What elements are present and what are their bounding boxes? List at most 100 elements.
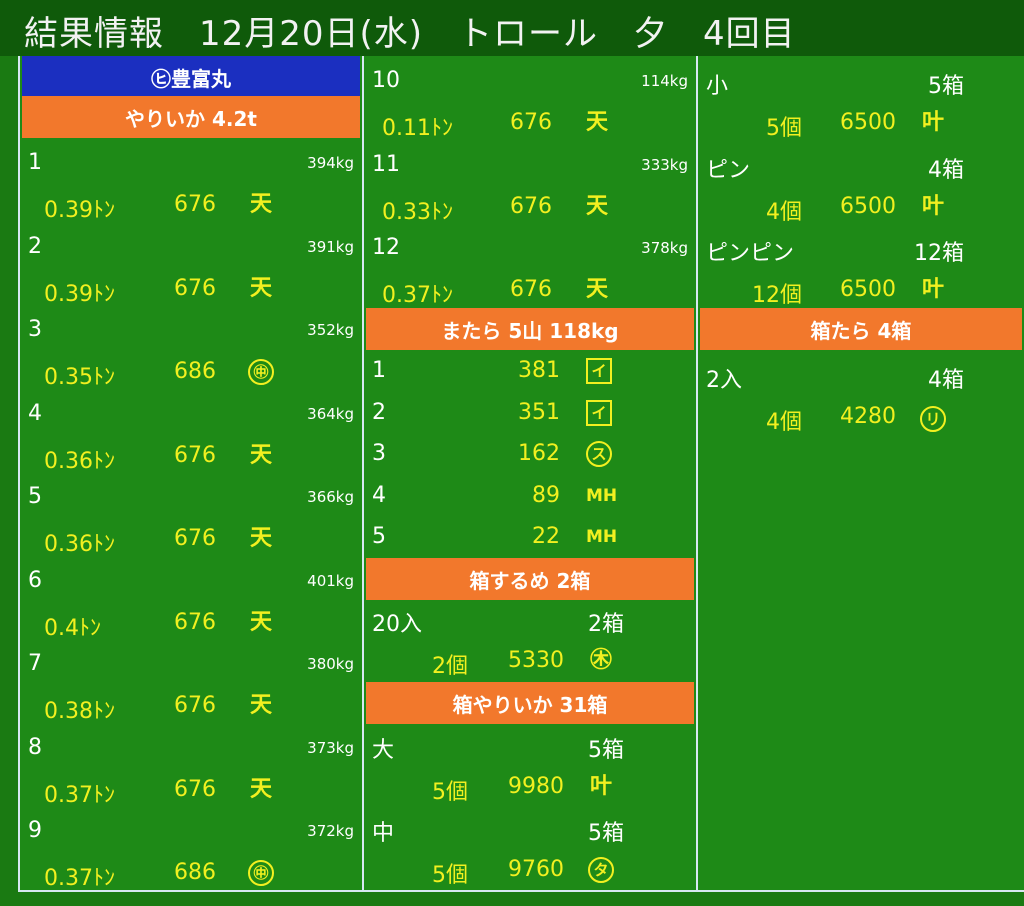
lot-number: 8 (28, 734, 42, 760)
grade-label: 小 (706, 74, 729, 99)
page-title: 結果情報 12月20日(水) トロール 夕 4回目 (24, 14, 796, 54)
buyer-mark-icon: 叶 (921, 110, 944, 135)
box-count: 5箱 (928, 74, 964, 99)
lot-weight: 380kg (307, 655, 354, 673)
lot-number: 6 (28, 567, 42, 593)
lot-price: 9980 (508, 774, 564, 799)
lot-number: 1 (28, 150, 42, 175)
lot-price: 9760 (508, 857, 564, 882)
lot-number: 3 (28, 317, 42, 342)
lot-price: 676 (174, 609, 216, 635)
lot-price: 6500 (840, 193, 896, 219)
lot-tons: 0.37ﾄﾝ (382, 283, 453, 308)
buyer-mark-icon: MH (586, 485, 618, 506)
lot-tons: 0.35ﾄﾝ (44, 365, 115, 390)
grade-label: 中 (372, 821, 395, 846)
buyer-mark-icon: イ (586, 399, 612, 426)
grade-label: ピンピン (706, 241, 795, 266)
lot-price: 676 (174, 776, 216, 802)
box-count: 4箱 (928, 157, 964, 183)
box-count: 12箱 (914, 241, 964, 266)
section-header-box-yariika: 箱やりいか 31箱 (366, 682, 694, 724)
section-header-surume: 箱するめ 2箱 (366, 558, 694, 600)
lot-price: 676 (174, 526, 216, 551)
lot-price: 162 (518, 441, 560, 466)
buyer-mark-icon: ㊥ (248, 860, 274, 886)
lot-number: 10 (372, 68, 400, 93)
surume-price: 5330 (508, 648, 564, 673)
lot-tons: 0.37ﾄﾝ (44, 782, 115, 808)
lot-tons: 0.36ﾄﾝ (44, 532, 115, 557)
lot-weight: 364kg (307, 404, 354, 423)
lot-number: 1 (372, 358, 386, 383)
lot-weight: 366kg (307, 488, 354, 506)
tara-boxes: 4箱 (928, 368, 964, 393)
buyer-mark-icon: 天 (249, 275, 272, 301)
lot-number: 2 (372, 399, 386, 425)
buyer-mark-icon: ㊍ (589, 648, 612, 673)
buyer-mark-icon: タ (588, 857, 614, 883)
surume-boxes: 2箱 (588, 612, 624, 637)
lot-weight: 391kg (307, 237, 354, 256)
tara-label: 2入 (706, 368, 742, 393)
buyer-mark-icon: MH (586, 527, 618, 547)
piece-count: 5個 (766, 116, 802, 141)
lot-number: 5 (372, 524, 386, 549)
lot-number: 4 (28, 400, 42, 426)
buyer-mark-icon: ス (586, 441, 612, 467)
lot-price: 676 (510, 277, 552, 302)
lot-price: 6500 (840, 110, 896, 135)
lot-number: 11 (372, 151, 400, 177)
lot-tons: 0.11ﾄﾝ (382, 116, 453, 141)
lot-weight: 394kg (307, 154, 354, 172)
buyer-mark-icon: ㊥ (248, 359, 274, 385)
lot-price: 686 (174, 860, 216, 885)
buyer-mark-icon: 天 (585, 193, 608, 219)
grade-label: ピン (706, 157, 751, 183)
buyer-mark-icon: 天 (249, 442, 272, 468)
tara-count: 4個 (766, 410, 802, 435)
lot-number: 5 (28, 484, 42, 509)
surume-label: 20入 (372, 612, 422, 637)
buyer-mark-icon: 天 (585, 110, 608, 135)
buyer-mark-icon: 天 (585, 277, 608, 302)
piece-count: 12個 (752, 283, 802, 308)
buyer-mark-icon: 天 (249, 776, 272, 802)
lot-price: 676 (510, 193, 552, 219)
buyer-mark-icon: 天 (249, 192, 272, 217)
buyer-mark-icon: 叶 (921, 193, 944, 219)
column-2: 10 114kg 0.11ﾄﾝ 676 天 11 333kg 0.33ﾄﾝ 676 天 12 378k… (362, 56, 698, 892)
lot-tons: 0.39ﾄﾝ (44, 281, 115, 307)
buyer-mark-icon: 天 (249, 693, 272, 718)
lot-price: 686 (174, 359, 216, 384)
vessel-name-bar: ㋪豊富丸 (22, 56, 360, 98)
lot-number: 12 (372, 235, 400, 260)
lot-number: 2 (28, 233, 42, 259)
box-count: 5箱 (588, 821, 624, 846)
lot-price: 676 (174, 192, 216, 217)
lot-tons: 0.4ﾄﾝ (44, 615, 101, 641)
piece-count: 4個 (766, 199, 802, 225)
lot-number: 7 (28, 651, 42, 676)
lot-number: 9 (28, 818, 42, 843)
lot-price: 89 (532, 482, 560, 508)
bottom-border (18, 890, 1024, 892)
lot-price: 6500 (840, 277, 896, 302)
box-count: 5箱 (588, 738, 624, 763)
lot-tons: 0.36ﾄﾝ (44, 448, 115, 474)
column-1: ㋪豊富丸 やりいか 4.2t 1 394kg 0.39ﾄﾝ 676 天 2 391kg 0.3… (18, 56, 364, 892)
lot-weight: 352kg (307, 321, 354, 339)
lot-price: 676 (174, 693, 216, 718)
piece-count: 5個 (432, 780, 468, 805)
section-header-matara: またら 5山 118kg (366, 308, 694, 350)
lot-tons: 0.39ﾄﾝ (44, 198, 115, 223)
buyer-mark-icon: イ (586, 358, 612, 384)
tara-price: 4280 (840, 404, 896, 429)
lot-weight: 114kg (641, 72, 688, 90)
surume-count: 2個 (432, 654, 468, 679)
buyer-mark-icon: 天 (249, 526, 272, 551)
grade-label: 大 (372, 738, 395, 763)
lot-price: 351 (518, 399, 560, 425)
buyer-mark-icon: 天 (249, 609, 272, 635)
lot-price: 676 (174, 275, 216, 301)
